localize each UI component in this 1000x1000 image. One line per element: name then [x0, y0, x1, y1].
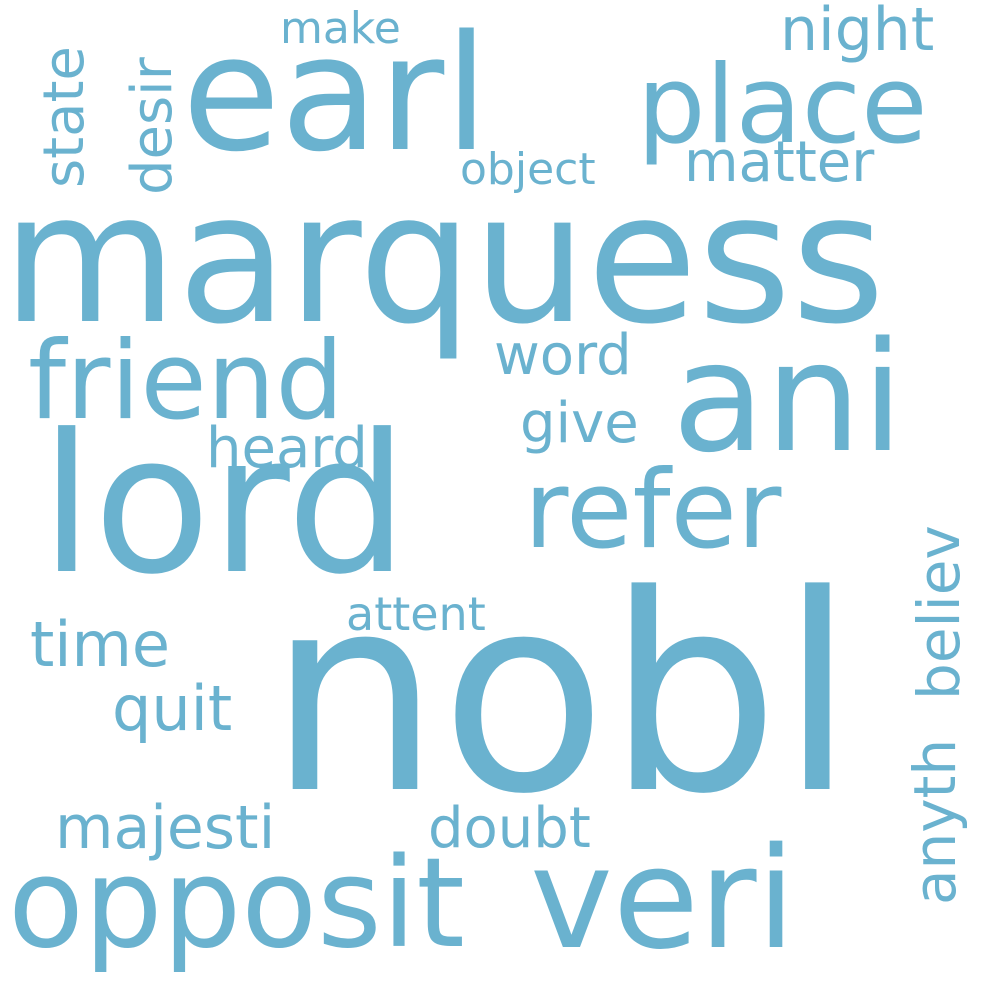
word-give: give [520, 391, 639, 456]
word-majesti: majesti [55, 793, 276, 863]
word-believ: believ [905, 525, 973, 700]
word-night: night [780, 0, 935, 65]
word-lord: lord [40, 394, 409, 617]
word-quit: quit [112, 672, 233, 745]
word-heard: heard [206, 416, 368, 481]
word-time: time [30, 608, 171, 681]
word-ani: ani [672, 309, 904, 486]
word-veri: veri [530, 818, 796, 981]
word-make: make [280, 3, 401, 54]
word-opposit: opposit [8, 832, 465, 976]
word-earl: earl [182, 0, 489, 187]
word-attent: attent [346, 587, 486, 641]
word-state: state [32, 46, 97, 188]
word-word: word [494, 323, 632, 388]
word-nobl: nobl [268, 538, 856, 854]
word-anyth: anyth [901, 738, 969, 905]
word-friend: friend [28, 319, 344, 444]
word-refer: refer [524, 448, 782, 573]
word-matter: matter [684, 130, 875, 195]
word-place: place [637, 43, 928, 168]
word-doubt: doubt [428, 796, 591, 861]
word-desir: desir [120, 57, 185, 195]
word-object: object [460, 144, 596, 195]
word-marquess: marquess [2, 155, 886, 364]
